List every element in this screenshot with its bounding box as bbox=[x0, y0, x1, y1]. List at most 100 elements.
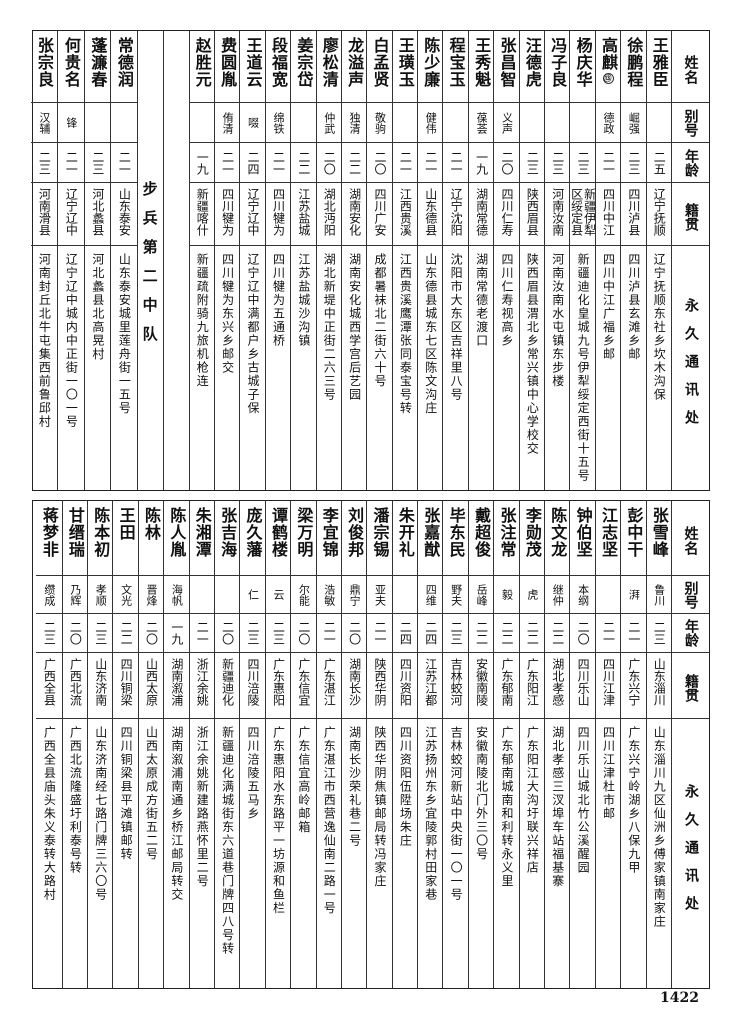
name-cell: 蓬濂春 bbox=[84, 31, 111, 103]
table-row: 段福宽 绵铁 二一 四川犍为 四川犍为五通桥 bbox=[264, 31, 291, 490]
age-cell: 二三 bbox=[570, 143, 595, 183]
native-text: 湖南安化 bbox=[347, 188, 362, 236]
name-text: 梁万明 bbox=[294, 507, 314, 558]
native-text: 河南汝南 bbox=[550, 188, 565, 236]
native-cell: 湖南长沙 bbox=[341, 653, 367, 719]
age-text: 二二 bbox=[296, 150, 311, 175]
name-text: 陈本初 bbox=[91, 507, 111, 558]
native-text: 湖北沔阳 bbox=[322, 188, 337, 236]
age-text: 二四 bbox=[423, 621, 438, 645]
age-text: 二一 bbox=[373, 621, 387, 645]
native-text: 新疆喀什 bbox=[195, 188, 210, 236]
alias-cell: 独清 bbox=[341, 103, 367, 143]
name-cell: 王道云 bbox=[240, 31, 265, 103]
native-text: 新疆伊犁区绥定县 bbox=[570, 188, 595, 236]
name-text: 王田 bbox=[116, 507, 136, 541]
name-cell: 彭中干 bbox=[621, 501, 646, 576]
native-text: 籍贯 bbox=[683, 674, 699, 702]
address-text: 安徽南陵北门外三〇号 bbox=[474, 726, 489, 861]
address-text: 四川中江广福乡邮 bbox=[601, 253, 616, 361]
name-cell: 陈少廉 bbox=[418, 31, 443, 103]
name-text: 钟伯坚 bbox=[573, 507, 593, 558]
native-text: 广东兴宁 bbox=[626, 658, 641, 706]
name-cell: 费圆胤 bbox=[214, 31, 240, 103]
address-text: 广东湛江市西营逸仙南二路一号 bbox=[322, 726, 337, 915]
age-cell: 二三 bbox=[240, 614, 265, 653]
name-cell: 李勋茂 bbox=[519, 501, 545, 576]
name-text: 费圆胤 bbox=[218, 37, 238, 88]
address-cell: 沈阳市大东区吉祥里八号 bbox=[443, 246, 467, 490]
address-cell: 湖南常德老渡口 bbox=[469, 246, 493, 490]
native-text: 湖南溆浦 bbox=[169, 658, 184, 706]
address-cell: 山西太原成方街五二号 bbox=[139, 719, 163, 988]
age-text: 二三 bbox=[90, 150, 105, 175]
name-text: 姜宗岱 bbox=[294, 37, 314, 88]
age-cell: 二三 bbox=[443, 614, 468, 653]
address-cell: 四川中江广福乡邮 bbox=[596, 246, 620, 490]
age-text: 二〇 bbox=[373, 150, 387, 175]
alias-cell: 德政 bbox=[595, 103, 621, 143]
age-text: 二一 bbox=[117, 150, 132, 175]
name-cell: 常德润 bbox=[111, 31, 137, 103]
age-cell: 二一 bbox=[58, 143, 84, 183]
age-text: 二一 bbox=[398, 150, 413, 175]
name-text: 戴超俊 bbox=[472, 507, 492, 558]
native-cell: 山西太原 bbox=[138, 653, 164, 719]
alias-cell: 仁 bbox=[240, 576, 265, 614]
alias-cell bbox=[189, 576, 214, 614]
native-text: 四川铜梁 bbox=[119, 658, 134, 706]
table-row: 梁万明 尔能 二〇 广东信宜 广东信宜高岭邮箱 bbox=[290, 501, 316, 988]
table-row: 李宜锦 浩敏 二一 广东湛江 广东湛江市西营逸仙南二路一号 bbox=[315, 501, 341, 988]
table-row: 王田 文光 二二 四川铜梁 四川铜梁县平滩镇邮转 bbox=[112, 501, 138, 988]
address-cell: 浙江余姚新建路燕怀里二号 bbox=[190, 719, 214, 988]
address-text: 湖北孝感三汊埠车站福基寨 bbox=[550, 726, 565, 888]
alias-cell: 云 bbox=[265, 576, 291, 614]
age-text: 二二 bbox=[525, 621, 540, 645]
name-cell: 王雅臣 bbox=[646, 31, 671, 103]
name-cell: 梁万明 bbox=[291, 501, 316, 576]
address-text: 江苏扬州东乡宜陵郭村田家巷 bbox=[423, 726, 438, 902]
native-cell: 湖南常德 bbox=[468, 183, 494, 246]
alias-text: 别号 bbox=[682, 580, 699, 609]
table-row: 钟伯坚 本纲 二〇 四川乐山 四川乐山城北竹公溪醒园 bbox=[569, 501, 595, 988]
address-text: 广东阳江大沟圩联兴祥店 bbox=[525, 726, 540, 875]
alias-text: 独清 bbox=[348, 111, 362, 134]
alias-cell bbox=[545, 103, 570, 143]
age-cell: 二一 bbox=[392, 143, 418, 183]
address-text: 湖南长沙荣礼巷二号 bbox=[347, 726, 362, 848]
native-text: 浙江余姚 bbox=[195, 658, 210, 706]
age-cell: 二一 bbox=[265, 143, 291, 183]
native-cell: 籍贯 bbox=[672, 183, 709, 246]
alias-cell: 鲁川 bbox=[646, 576, 671, 614]
alias-cell: 虎 bbox=[519, 576, 545, 614]
alias-cell bbox=[189, 103, 214, 143]
name-cell: 高麒 ⑬ bbox=[595, 31, 621, 103]
age-text: 二一 bbox=[449, 150, 464, 175]
native-text: 吉林蛟河 bbox=[449, 658, 464, 706]
address-cell: 河南汝南水屯镇东步楼 bbox=[545, 246, 569, 490]
native-text: 陕西华阴 bbox=[373, 658, 387, 706]
address-cell: 江苏盐城沙沟镇 bbox=[291, 246, 315, 490]
age-text: 二三 bbox=[449, 621, 464, 645]
native-cell: 山东德县 bbox=[418, 183, 443, 246]
age-cell: 二三 bbox=[265, 614, 291, 653]
name-text: 张嘉猷 bbox=[421, 507, 441, 558]
native-cell: 浙江余姚 bbox=[189, 653, 214, 719]
alias-cell bbox=[443, 103, 468, 143]
address-cell: 永久通讯处 bbox=[672, 246, 709, 490]
table-row: 陈少廉 健伟 二一 山东德县 山东德县城东七区陈文沟庄 bbox=[417, 31, 443, 490]
age-cell: 二三 bbox=[519, 143, 545, 183]
address-cell: 成都暑袜北二街六十号 bbox=[367, 246, 391, 490]
name-cell: 庞久藩 bbox=[240, 501, 265, 576]
name-text: 张昌智 bbox=[497, 37, 517, 88]
name-text: 张注常 bbox=[497, 507, 517, 558]
alias-cell: 敬驹 bbox=[367, 103, 392, 143]
table-row: 陈文龙 继仲 二二 湖北孝感 湖北孝感三汊埠车站福基寨 bbox=[544, 501, 570, 988]
native-cell: 新疆迪化 bbox=[214, 653, 240, 719]
table-row: 王璜玉 二一 江西贵溪 江西贵溪鹰潭张同泰宝号转 bbox=[391, 31, 418, 490]
alias-cell: 别号 bbox=[672, 576, 709, 614]
address-cell: 新疆迪化皇城九号伊犁绥定西街十五号 bbox=[570, 246, 594, 490]
native-cell: 湖北孝感 bbox=[545, 653, 570, 719]
native-text: 江苏江都 bbox=[423, 658, 438, 706]
alias-cell: 汉辅 bbox=[30, 103, 58, 143]
